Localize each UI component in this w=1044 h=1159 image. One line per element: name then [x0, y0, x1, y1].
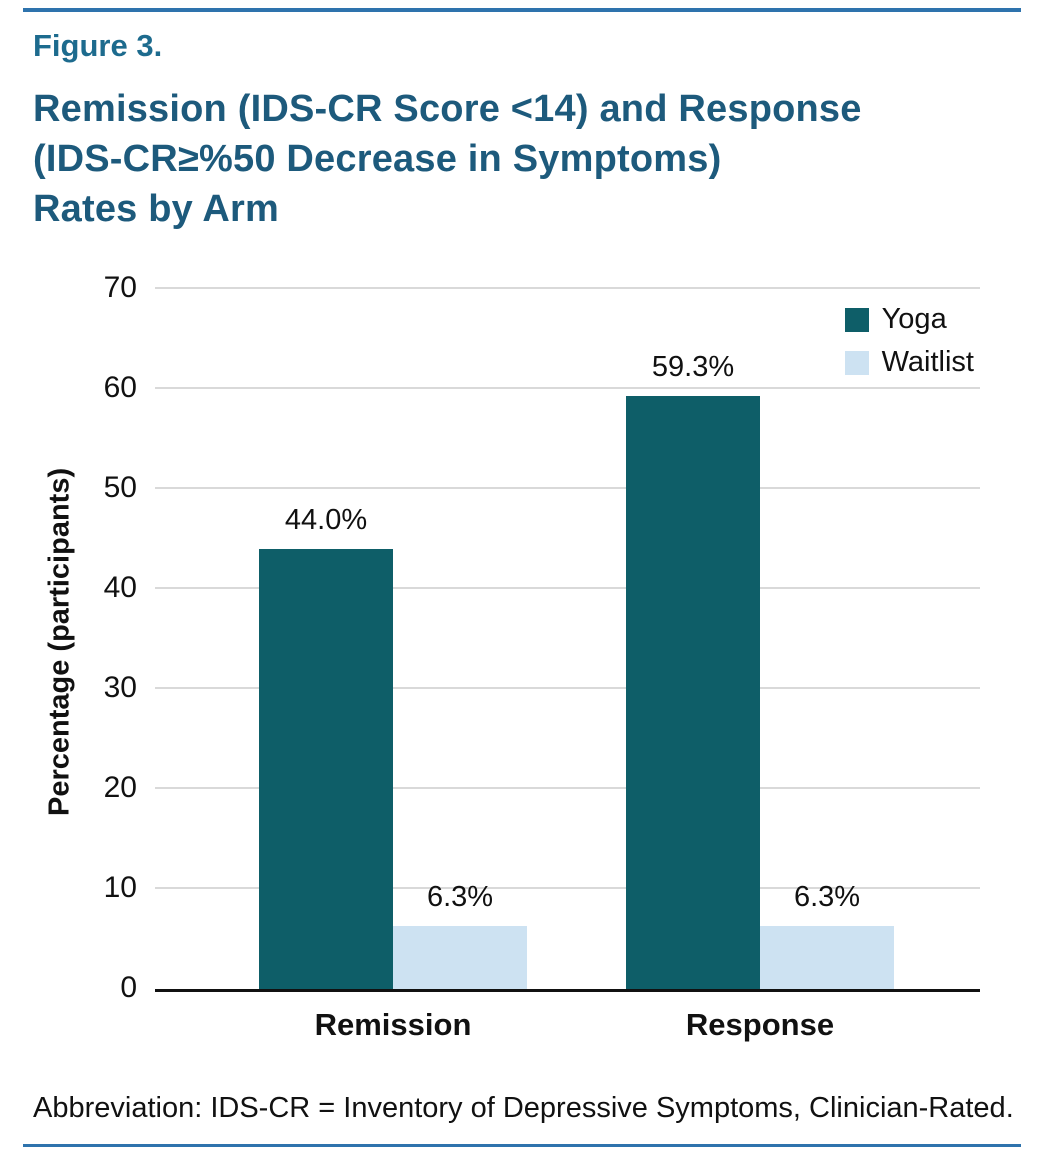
legend-item-yoga: Yoga — [844, 303, 974, 336]
gridline — [155, 587, 980, 589]
plot-area: Yoga Waitlist 0 10 20 30 40 50 60 70 44.0% 6.3% Rem… — [104, 271, 980, 1042]
legend-item-waitlist: Waitlist — [844, 346, 974, 379]
bar-value-label: 44.0% — [284, 504, 368, 536]
x-category-label: Response — [685, 1007, 835, 1042]
bar-yoga-response — [626, 396, 760, 989]
bar-value-label: 6.3% — [426, 881, 494, 913]
y-tick-label: 10 — [103, 871, 137, 904]
legend-swatch — [844, 350, 869, 375]
y-tick-label: 60 — [103, 371, 137, 404]
y-tick-label: 20 — [103, 771, 137, 804]
bottom-divider — [23, 1144, 1021, 1147]
bar-yoga-remission — [259, 549, 393, 989]
bar-value-label: 59.3% — [651, 351, 735, 383]
gridline — [155, 887, 980, 889]
legend: Yoga Waitlist — [844, 303, 974, 379]
bar-waitlist-response — [760, 926, 894, 989]
x-category-label: Remission — [314, 1007, 472, 1042]
figure-label: Figure 3. — [33, 28, 163, 63]
legend-label: Waitlist — [881, 346, 974, 378]
gridline — [155, 687, 980, 689]
y-tick-label: 30 — [103, 671, 137, 704]
bar-value-label: 6.3% — [793, 881, 861, 913]
legend-label: Yoga — [881, 303, 947, 335]
gridline — [155, 287, 980, 289]
gridline — [155, 487, 980, 489]
legend-swatch — [844, 307, 869, 332]
y-tick-label: 40 — [103, 571, 137, 604]
y-tick-label: 50 — [103, 471, 137, 504]
gridline — [155, 387, 980, 389]
abbreviation-note: Abbreviation: IDS-CR = Inventory of Depr… — [33, 1092, 1014, 1124]
y-tick-label: 0 — [120, 971, 137, 1004]
y-tick-label: 70 — [103, 271, 137, 304]
bar-waitlist-remission — [393, 926, 527, 989]
gridline — [155, 787, 980, 789]
top-divider — [23, 8, 1021, 12]
figure-title: Remission (IDS-CR Score <14) and Respons… — [33, 88, 862, 231]
